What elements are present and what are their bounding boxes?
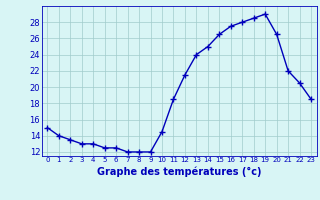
X-axis label: Graphe des températures (°c): Graphe des températures (°c)	[97, 166, 261, 177]
